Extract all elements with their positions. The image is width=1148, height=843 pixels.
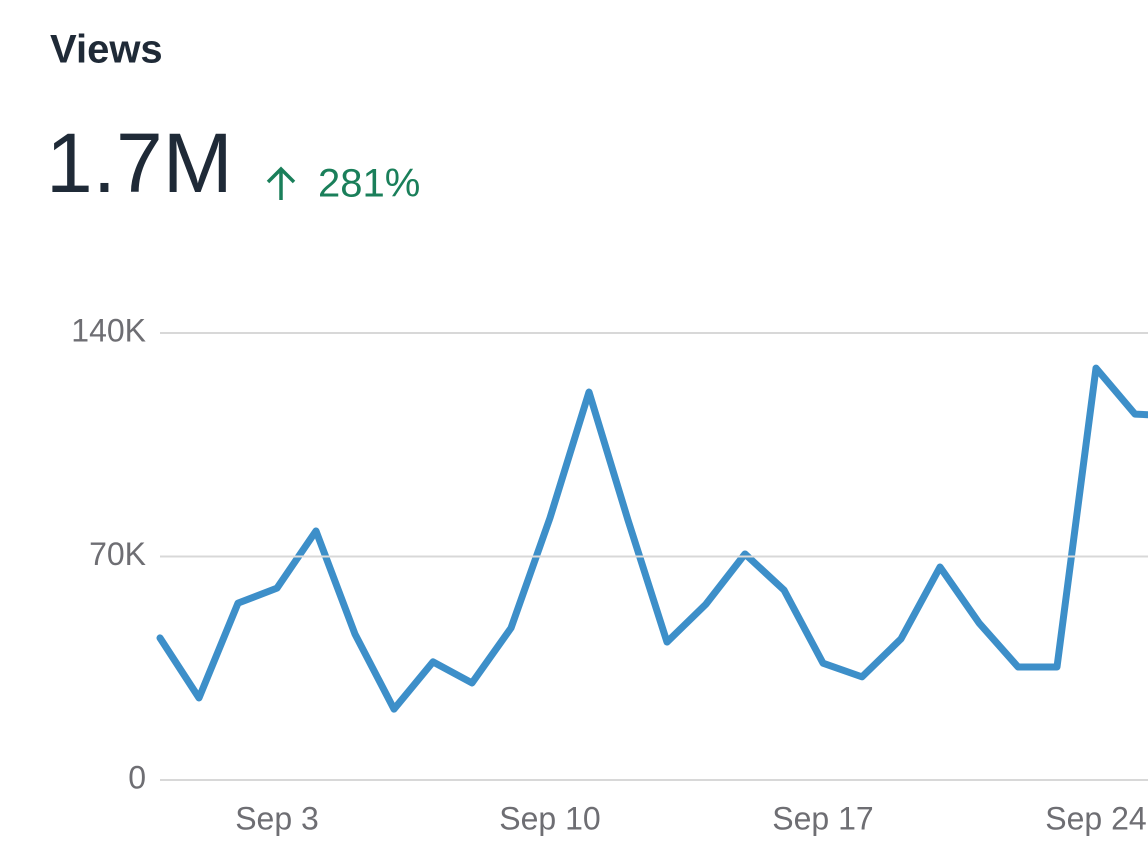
y-tick-label: 70K bbox=[89, 536, 146, 572]
x-tick-label: Sep 10 bbox=[499, 800, 600, 836]
plot-area bbox=[156, 364, 1148, 713]
x-tick-label: Sep 3 bbox=[235, 800, 319, 836]
x-tick-label: Sep 24 bbox=[1045, 800, 1146, 836]
card-title: Views bbox=[50, 28, 163, 72]
y-tick-label: 0 bbox=[128, 759, 146, 795]
x-tick-label: Sep 17 bbox=[772, 800, 873, 836]
y-tick-label: 140K bbox=[71, 312, 146, 348]
change-percent: 281% bbox=[318, 162, 420, 206]
total-value: 1.7M bbox=[46, 116, 233, 210]
up-arrow-icon bbox=[266, 166, 296, 200]
series-line bbox=[156, 364, 1148, 713]
